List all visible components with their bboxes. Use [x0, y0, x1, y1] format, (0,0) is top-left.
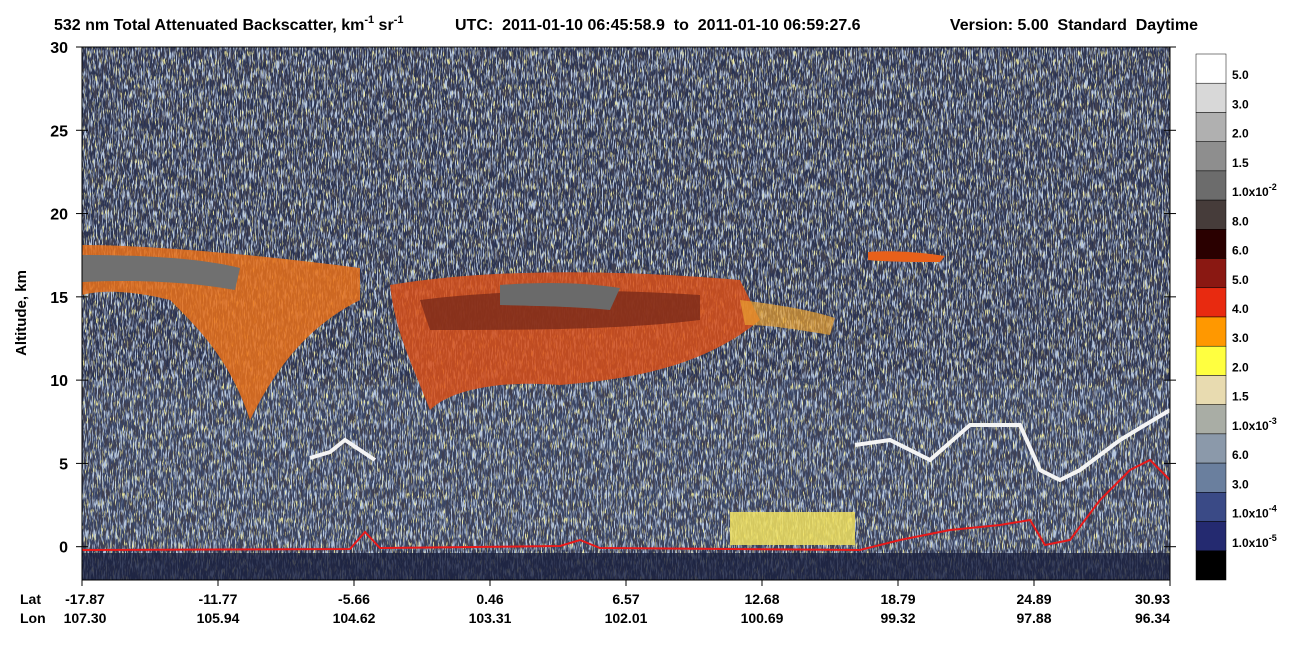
colorbar-swatch [1195, 229, 1227, 259]
colorbar-label: 3.0 [1232, 477, 1249, 491]
colorbar-label-exponent: -5 [1269, 533, 1277, 543]
version-label: Version: 5.00 Standard Daytime [950, 17, 1198, 34]
x-tick-label: 102.01 [605, 610, 648, 626]
colorbar-label: 8.0 [1232, 214, 1249, 228]
chart-title: 532 nm Total Attenuated Backscatter, km-… [54, 14, 403, 34]
y-tick-label: 30 [50, 40, 68, 57]
x-tick-label: 103.31 [469, 610, 512, 626]
x-tick-label: 24.89 [1016, 591, 1051, 607]
colorbar-label-text: 1.0x10 [1232, 507, 1269, 521]
x-tick-label: 30.93 [1135, 591, 1170, 607]
colorbar-label-text: 5.0 [1232, 273, 1249, 287]
y-tick-label: 0 [59, 540, 68, 557]
colorbar-label-text: 8.0 [1232, 214, 1249, 228]
x-tick-label: 12.68 [744, 591, 779, 607]
x-tick-label: 105.94 [197, 610, 240, 626]
title-text: sr [374, 17, 394, 34]
x-tick-label: 18.79 [880, 591, 915, 607]
colorbar-label: 1.0x10-4 [1232, 504, 1277, 521]
colorbar-swatch [1195, 287, 1227, 318]
colorbar-swatch [1195, 82, 1227, 113]
title-text: 532 nm Total Attenuated Backscatter, km [54, 17, 364, 34]
colorbar-label-text: 2.0 [1232, 127, 1249, 141]
colorbar-label-text: 1.5 [1232, 390, 1249, 404]
colorbar-label: 1.5 [1232, 156, 1249, 170]
colorbar-label-text: 3.0 [1232, 477, 1249, 491]
colorbar-label: 1.0x10-2 [1232, 182, 1277, 199]
colorbar-label: 6.0 [1232, 244, 1249, 258]
y-axis-label: Altitude, km [13, 270, 30, 356]
colorbar-label-text: 5.0 [1232, 68, 1249, 82]
colorbar-swatch [1195, 345, 1227, 376]
x-tick-label: -11.77 [199, 591, 238, 607]
x-tick-label: -5.66 [338, 591, 370, 607]
y-tick-label: 15 [50, 290, 68, 307]
colorbar-label-exponent: -2 [1269, 182, 1277, 192]
y-tick-label: 10 [50, 373, 68, 390]
x-tick-label: 6.57 [612, 591, 639, 607]
colorbar-swatch [1195, 316, 1227, 347]
colorbar-swatch [1195, 462, 1227, 493]
x-tick-label: 0.46 [476, 591, 503, 607]
colorbar-label: 1.5 [1232, 390, 1249, 404]
colorbar-label: 5.0 [1232, 68, 1249, 82]
colorbar-label-text: 1.5 [1232, 156, 1249, 170]
y-tick-label: 25 [50, 123, 68, 140]
colorbar-swatch [1195, 112, 1227, 142]
colorbar-swatch [1195, 258, 1227, 289]
colorbar-label-text: 6.0 [1232, 244, 1249, 258]
x-tick-label: 99.32 [880, 610, 915, 626]
colorbar-label: 4.0 [1232, 302, 1249, 316]
colorbar-label: 6.0 [1232, 448, 1249, 462]
y-tick-label: 20 [50, 207, 68, 224]
colorbar-label-text: 3.0 [1232, 331, 1249, 345]
colorbar-label-text: 1.0x10 [1232, 419, 1269, 433]
colorbar-label: 1.0x10-3 [1232, 416, 1277, 433]
colorbar-label-text: 4.0 [1232, 302, 1249, 316]
colorbar-label: 2.0 [1232, 360, 1249, 374]
colorbar-label: 1.0x10-5 [1232, 533, 1277, 550]
colorbar-swatch [1195, 521, 1227, 552]
colorbar-swatch [1195, 433, 1227, 464]
colorbar-label-exponent: -4 [1269, 504, 1277, 514]
colorbar-swatch [1195, 170, 1227, 201]
colorbar-label-text: 3.0 [1232, 97, 1249, 111]
colorbar-swatch [1195, 550, 1227, 581]
chart-subtitle: UTC: 2011-01-10 06:45:58.9 to 2011-01-10… [455, 17, 861, 34]
colorbar-swatch [1195, 492, 1227, 522]
colorbar-label-text: 1.0x10 [1232, 536, 1269, 550]
colorbar-swatch [1195, 375, 1227, 405]
x-tick-label: 104.62 [333, 610, 376, 626]
colorbar-label-text: 6.0 [1232, 448, 1249, 462]
colorbar-label: 2.0 [1232, 127, 1249, 141]
colorbar-label: 5.0 [1232, 273, 1249, 287]
title-exponent: -1 [364, 14, 374, 26]
title-exponent: -1 [394, 14, 404, 26]
x-row-name: Lon [20, 610, 46, 626]
colorbar-label-exponent: -3 [1269, 416, 1277, 426]
colorbar-label-text: 1.0x10 [1232, 185, 1269, 199]
colorbar-label: 3.0 [1232, 331, 1249, 345]
backscatter-image [82, 47, 1170, 580]
colorbar-label: 3.0 [1232, 97, 1249, 111]
y-tick-label: 5 [59, 456, 68, 473]
x-tick-label: 96.34 [1135, 610, 1170, 626]
colorbar-label-text: 2.0 [1232, 360, 1249, 374]
x-tick-label: 97.88 [1016, 610, 1051, 626]
colorbar-swatch [1195, 53, 1227, 84]
colorbar-swatch [1195, 141, 1227, 172]
colorbar-swatch [1195, 199, 1227, 230]
x-tick-label: -17.87 [65, 591, 105, 607]
x-tick-label: 100.69 [741, 610, 784, 626]
colorbar-swatch [1195, 404, 1227, 435]
x-tick-label: 107.30 [64, 610, 107, 626]
x-row-name: Lat [20, 591, 41, 607]
